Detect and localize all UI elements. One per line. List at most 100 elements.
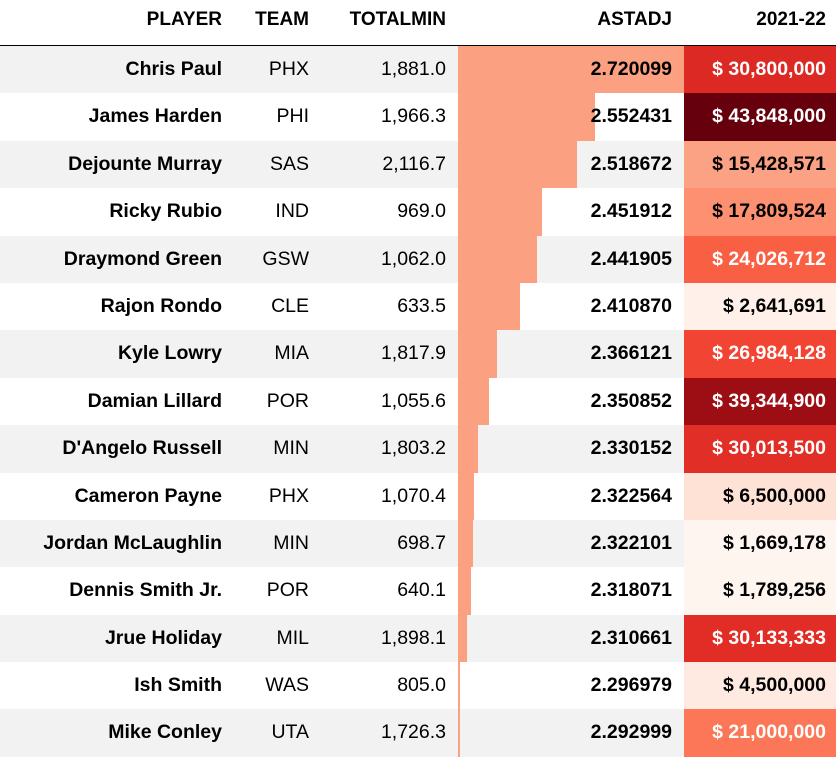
astadj-value: 2.366121 <box>590 342 672 365</box>
astadj-bar <box>458 662 461 710</box>
astadj-value: 2.451912 <box>590 200 672 223</box>
salary-cell: $ 43,848,000 <box>684 93 836 141</box>
salary-cell: $ 6,500,000 <box>684 472 836 520</box>
astadj-cell: 2.350852 <box>458 377 684 426</box>
table-row: Cameron Payne PHX 1,070.4 2.322564 $ 6,500,0… <box>0 472 836 520</box>
astadj-value: 2.410870 <box>590 294 672 317</box>
astadj-cell: 2.441905 <box>458 235 684 283</box>
table-row: Ricky Rubio IND 969.0 2.451912 $ 17,809,524 <box>0 188 836 236</box>
table-header: PLAYER TEAM TOTALMIN ASTADJ 2021-22 <box>0 0 836 46</box>
total-minutes: 1,966.3 <box>380 105 446 128</box>
player-name: Cameron Payne <box>74 484 222 507</box>
astadj-value: 2.296979 <box>590 674 672 697</box>
astadj-value: 2.518672 <box>590 152 672 175</box>
astadj-bar <box>458 235 537 283</box>
team-code: MIN <box>273 437 309 460</box>
salary-cell: $ 30,013,500 <box>684 425 836 473</box>
table-row: Draymond Green GSW 1,062.0 2.441905 $ 24,026… <box>0 235 836 283</box>
team-code: PHX <box>268 484 309 507</box>
team-code: MIL <box>276 626 309 649</box>
salary-cell: $ 17,809,524 <box>684 188 836 236</box>
player-name: Rajon Rondo <box>100 294 222 317</box>
team-code: MIN <box>273 531 309 554</box>
astadj-cell: 2.296979 <box>458 662 684 710</box>
team-code: IND <box>275 200 309 223</box>
astadj-value: 2.292999 <box>590 721 672 744</box>
table-row: Jordan McLaughlin MIN 698.7 2.322101 $ 1,669… <box>0 519 836 568</box>
table-row: D'Angelo Russell MIN 1,803.2 2.330152 $ 30,0… <box>0 425 836 473</box>
astadj-cell: 2.366121 <box>458 330 684 378</box>
salary-cell: $ 30,800,000 <box>684 46 836 94</box>
table-row: Mike Conley UTA 1,726.3 2.292999 $ 21,000,00… <box>0 709 836 757</box>
salary-cell: $ 30,133,333 <box>684 614 836 663</box>
player-name: James Harden <box>88 105 222 128</box>
astadj-cell: 2.330152 <box>458 425 684 473</box>
player-name: Ricky Rubio <box>109 200 222 223</box>
total-minutes: 805.0 <box>397 674 446 697</box>
astadj-value: 2.318071 <box>590 579 672 602</box>
team-code: UTA <box>271 721 309 744</box>
astadj-value: 2.330152 <box>590 437 672 460</box>
table-row: James Harden PHI 1,966.3 2.552431 $ 43,848,0… <box>0 93 836 141</box>
astadj-bar <box>458 614 468 663</box>
salary-cell: $ 24,026,712 <box>684 235 836 283</box>
astadj-bar <box>458 93 596 141</box>
player-name: Dennis Smith Jr. <box>69 579 222 602</box>
astadj-bar <box>458 519 474 568</box>
player-name: Kyle Lowry <box>117 342 222 365</box>
astadj-bar <box>458 330 497 378</box>
astadj-cell: 2.451912 <box>458 188 684 236</box>
player-name: Jrue Holiday <box>104 626 222 649</box>
total-minutes: 1,817.9 <box>380 342 446 365</box>
astadj-bar <box>458 425 478 473</box>
player-name: Dejounte Murray <box>68 152 222 175</box>
astadj-cell: 2.318071 <box>458 567 684 615</box>
astadj-cell: 2.322101 <box>458 519 684 568</box>
player-name: Mike Conley <box>108 721 222 744</box>
astadj-value: 2.322564 <box>590 484 672 507</box>
astadj-cell: 2.720099 <box>458 46 684 94</box>
team-code: POR <box>266 579 309 602</box>
salary-cell: $ 4,500,000 <box>684 662 836 710</box>
team-code: PHI <box>276 105 309 128</box>
table-row: Jrue Holiday MIL 1,898.1 2.310661 $ 30,133,3… <box>0 614 836 663</box>
player-name: Damian Lillard <box>87 389 222 412</box>
astadj-value: 2.720099 <box>590 58 672 80</box>
astadj-cell: 2.518672 <box>458 140 684 189</box>
astadj-value: 2.441905 <box>590 247 672 270</box>
header-player: PLAYER <box>146 9 222 30</box>
astadj-bar <box>458 472 474 520</box>
player-name: D'Angelo Russell <box>62 437 222 460</box>
table-row: Dennis Smith Jr. POR 640.1 2.318071 $ 1,789,… <box>0 567 836 615</box>
astadj-value: 2.322101 <box>590 531 672 554</box>
team-code: PHX <box>268 58 309 80</box>
total-minutes: 1,881.0 <box>380 58 446 80</box>
table-row: Rajon Rondo CLE 633.5 2.410870 $ 2,641,691 <box>0 282 836 331</box>
salary-cell: $ 1,669,178 <box>684 519 836 568</box>
astadj-cell: 2.322564 <box>458 472 684 520</box>
salary-cell: $ 2,641,691 <box>684 282 836 331</box>
team-code: MIA <box>274 342 309 365</box>
salary-cell: $ 39,344,900 <box>684 377 836 426</box>
table-row: Damian Lillard POR 1,055.6 2.350852 $ 39,344… <box>0 377 836 426</box>
header-astadj: ASTADJ <box>597 9 672 30</box>
salary-cell: $ 21,000,000 <box>684 709 836 757</box>
total-minutes: 1,898.1 <box>380 626 446 649</box>
table-row: Chris Paul PHX 1,881.0 2.720099 $ 30,800,000 <box>0 46 836 94</box>
total-minutes: 969.0 <box>397 200 446 223</box>
astadj-cell: 2.292999 <box>458 709 684 757</box>
astadj-bar <box>458 709 460 757</box>
header-team: TEAM <box>255 9 309 30</box>
total-minutes: 2,116.7 <box>382 152 446 175</box>
team-code: SAS <box>269 152 309 175</box>
player-name: Chris Paul <box>125 58 222 80</box>
astadj-bar <box>458 567 472 615</box>
salary-cell: $ 26,984,128 <box>684 330 836 378</box>
table-row: Ish Smith WAS 805.0 2.296979 $ 4,500,000 <box>0 662 836 710</box>
team-code: CLE <box>271 294 309 317</box>
total-minutes: 1,055.6 <box>380 389 446 412</box>
total-minutes: 1,803.2 <box>380 437 446 460</box>
player-name: Ish Smith <box>134 674 222 697</box>
astadj-bar <box>458 46 684 94</box>
